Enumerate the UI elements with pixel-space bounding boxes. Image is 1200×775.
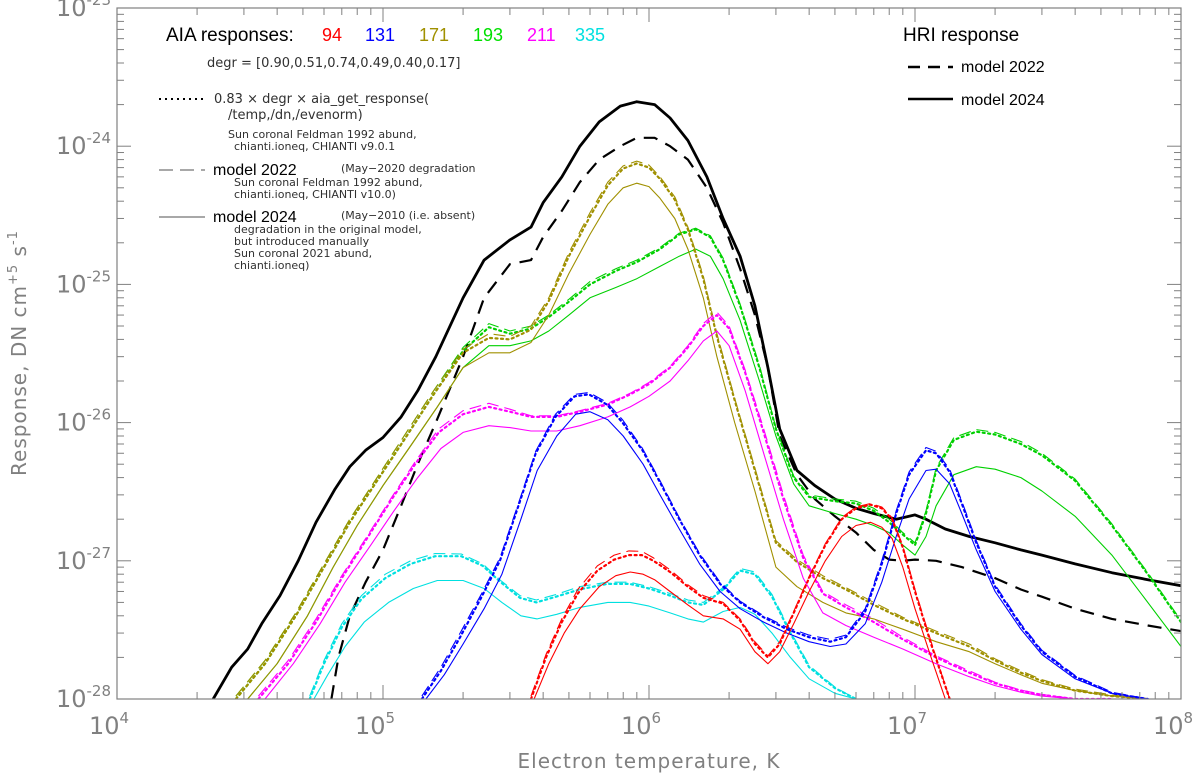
legend-dotted-line1: /temp,/dn,/evenorm) [228, 108, 363, 123]
series-aia-94-dashed [530, 502, 951, 699]
series-aia-211-dashed [257, 311, 1112, 699]
y-axis-title-exp1: +5 [6, 264, 21, 285]
series-aia-131-solid [425, 411, 1148, 699]
x-tick-label: 105 [355, 709, 395, 740]
legend-dashed-label: model 2022 [213, 162, 297, 179]
axes-layer: 104 105 106 107 108 10-28 10-27 10-26 10-25 10-24… [56, 0, 1193, 740]
series-aia-171-solid [247, 182, 1148, 699]
series-aia-335-solid [313, 579, 857, 699]
x-tick-label: 104 [89, 709, 129, 740]
series-aia-171-dotted [234, 162, 1149, 699]
series-aia-335-dashed [309, 552, 857, 699]
legend-solid-line4: chianti.ioneq) [234, 259, 309, 272]
aia-legend: AIA responses: 94 131 171 193 211 335 de… [159, 25, 605, 272]
aia-band-94: 94 [322, 25, 342, 45]
series-aia-94-solid [533, 521, 946, 699]
series-aia-171-dashed [235, 160, 1148, 699]
aia-band-335: 335 [575, 25, 605, 45]
legend-solid-label: model 2024 [213, 209, 297, 226]
aia-degr-values: degr = [0.90,0.51,0.74,0.49,0.40,0.17] [207, 56, 460, 71]
hri-legend-solid-label: model 2024 [961, 92, 1045, 109]
legend-solid-line3: Sun coronal 2021 abund, [234, 247, 372, 260]
legend-solid-line2: but introduced manually [234, 235, 370, 248]
y-tick-label: 10-27 [56, 544, 111, 575]
legend-dashed-line1: Sun coronal Feldman 1992 abund, [234, 176, 423, 189]
aia-legend-title: AIA responses: [166, 25, 294, 46]
series-hri-model-2024 [211, 100, 1181, 699]
series-aia-193-solid [247, 248, 1181, 699]
series-aia-335-dotted [308, 555, 858, 699]
hri-legend-title: HRI response [903, 25, 1019, 46]
y-tick-label: 10-23 [56, 0, 111, 22]
y-tick-label: 10-24 [56, 129, 111, 160]
y-axis-title-main: Response, DN cm [7, 285, 31, 476]
series-aia-211-dotted [257, 314, 1114, 699]
hri-legend: HRI response model 2022 model 2024 [903, 25, 1045, 109]
series-aia-193-dotted [234, 228, 1181, 699]
x-tick-label: 106 [621, 709, 661, 740]
x-axis-title: Electron temperature, K [518, 749, 781, 773]
series-layer [211, 100, 1181, 699]
legend-solid-note: (May−2010 (i.e. absent) [341, 209, 475, 222]
legend-dotted-line2: Sun coronal Feldman 1992 abund, [228, 128, 417, 141]
legend-dotted-label: 0.83 × degr × aia_get_response( [214, 92, 429, 107]
y-axis-title-exp2: -1 [6, 230, 21, 245]
x-tick-label: 107 [887, 709, 927, 740]
y-axis-title: Response, DN cm+5 s-1 [6, 230, 31, 476]
series-aia-211-solid [264, 330, 1112, 699]
series-aia-131-dashed [421, 391, 1148, 699]
series-hri-model-2022 [330, 136, 1181, 699]
y-tick-label: 10-28 [56, 682, 111, 713]
legend-solid-line1: degradation in the original model, [234, 223, 422, 236]
y-tick-label: 10-25 [56, 267, 111, 298]
series-aia-131-dotted [420, 393, 1149, 699]
aia-legend-bands: 94 131 171 193 211 335 [322, 25, 605, 45]
aia-band-193: 193 [473, 25, 503, 45]
y-tick-label: 10-26 [56, 406, 111, 437]
aia-band-211: 211 [527, 25, 556, 45]
hri-legend-dashed-label: model 2022 [961, 59, 1045, 76]
aia-band-131: 131 [365, 25, 395, 45]
legend-dotted-line3: chianti.ioneq, CHIANTI v9.0.1 [234, 140, 395, 153]
x-tick-label: 108 [1153, 709, 1193, 740]
legend-dashed-note: (May−2020 degradation [341, 162, 476, 175]
y-axis-title-unit2: s [7, 245, 31, 264]
series-aia-94-dotted [529, 503, 951, 699]
aia-band-171: 171 [419, 25, 449, 45]
legend-dashed-line2: chianti.ioneq, CHIANTI v10.0) [234, 188, 396, 201]
